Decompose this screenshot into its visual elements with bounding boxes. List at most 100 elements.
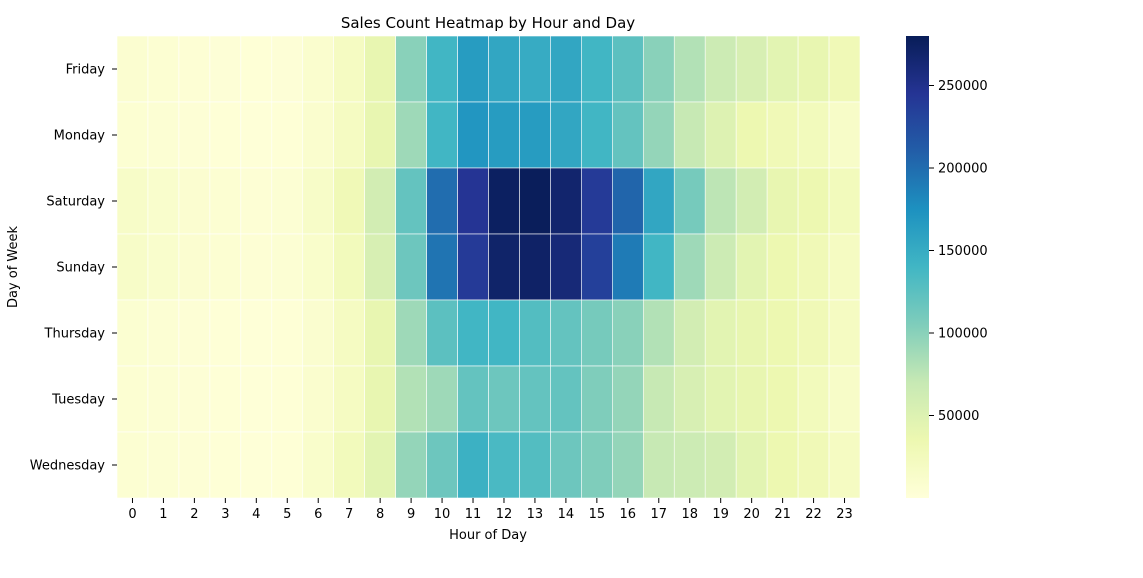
heatmap-cell bbox=[797, 299, 830, 367]
heatmap-cell bbox=[519, 35, 551, 103]
heatmap-cell bbox=[673, 167, 706, 235]
heatmap-cell bbox=[364, 299, 396, 367]
heatmap-cell bbox=[209, 365, 242, 433]
heatmap-cell bbox=[488, 233, 520, 301]
heatmap-cell bbox=[209, 299, 242, 367]
heatmap-cell bbox=[426, 431, 458, 499]
heatmap-cell bbox=[581, 233, 613, 301]
heatmap-cell bbox=[333, 101, 365, 169]
heatmap-cell bbox=[147, 299, 180, 367]
heatmap-cell bbox=[488, 167, 520, 235]
heatmap-cell bbox=[364, 233, 396, 301]
y-axis-label: Day of Week bbox=[6, 225, 21, 308]
heatmap-cell bbox=[488, 365, 520, 433]
heatmap-cell bbox=[395, 101, 427, 169]
colorbar-tick-label: 100000 bbox=[938, 327, 988, 342]
heatmap-cell bbox=[457, 101, 489, 169]
heatmap-cell bbox=[704, 365, 737, 433]
heatmap-cell bbox=[797, 233, 830, 301]
heatmap-cell bbox=[612, 167, 644, 235]
heatmap-cell bbox=[797, 35, 830, 103]
heatmap-cell bbox=[766, 431, 799, 499]
heatmap-cell bbox=[828, 299, 861, 367]
heatmap-cell bbox=[364, 365, 396, 433]
heatmap-cell bbox=[519, 233, 551, 301]
heatmap-cell bbox=[302, 233, 335, 301]
heatmap-cell bbox=[271, 431, 304, 499]
heatmap-cell bbox=[333, 233, 365, 301]
heatmap-cell bbox=[209, 35, 242, 103]
heatmap-cell bbox=[209, 233, 242, 301]
heatmap-cell bbox=[426, 101, 458, 169]
heatmap-cell bbox=[766, 167, 799, 235]
x-tick-label: 11 bbox=[465, 507, 482, 522]
x-tick-label: 15 bbox=[589, 507, 606, 522]
heatmap-cell bbox=[766, 101, 799, 169]
heatmap-cell bbox=[147, 365, 180, 433]
x-tick-label: 6 bbox=[314, 507, 322, 522]
heatmap-cell bbox=[457, 299, 489, 367]
heatmap-cell bbox=[704, 431, 737, 499]
heatmap-cell bbox=[302, 101, 335, 169]
heatmap-cell bbox=[642, 167, 675, 235]
heatmap-cell bbox=[735, 299, 768, 367]
heatmap-cell bbox=[581, 101, 613, 169]
heatmap-cell bbox=[271, 233, 304, 301]
heatmap-cell bbox=[364, 35, 396, 103]
heatmap-cell bbox=[519, 299, 551, 367]
heatmap-cell bbox=[704, 167, 737, 235]
heatmap-cell bbox=[642, 233, 675, 301]
x-tick-label: 13 bbox=[527, 507, 544, 522]
x-tick-label: 12 bbox=[496, 507, 513, 522]
y-tick-label: Tuesday bbox=[51, 393, 105, 408]
heatmap-cell bbox=[828, 35, 861, 103]
heatmap-cell bbox=[302, 299, 335, 367]
x-tick-label: 21 bbox=[774, 507, 791, 522]
heatmap-cell bbox=[457, 35, 489, 103]
x-axis-label: Hour of Day bbox=[449, 528, 527, 543]
x-tick-label: 17 bbox=[650, 507, 667, 522]
heatmap-cell bbox=[178, 365, 211, 433]
heatmap-cell bbox=[426, 299, 458, 367]
heatmap-cell bbox=[457, 167, 489, 235]
heatmap-cell bbox=[488, 431, 520, 499]
heatmap-cell bbox=[488, 299, 520, 367]
heatmap-cell bbox=[426, 365, 458, 433]
heatmap-cell bbox=[550, 365, 582, 433]
x-tick-label: 3 bbox=[221, 507, 229, 522]
heatmap-cell bbox=[704, 233, 737, 301]
y-tick-label: Saturday bbox=[46, 195, 105, 210]
heatmap-cell bbox=[550, 233, 582, 301]
heatmap-cell bbox=[333, 365, 365, 433]
heatmap-cell bbox=[240, 365, 273, 433]
x-tick-label: 9 bbox=[407, 507, 415, 522]
heatmap-cell bbox=[673, 101, 706, 169]
heatmap-cell bbox=[673, 35, 706, 103]
colorbar: 50000 100000 150000 200000 250000 bbox=[906, 36, 988, 498]
heatmap-cell bbox=[797, 101, 830, 169]
heatmap-cell bbox=[333, 299, 365, 367]
heatmap-cell bbox=[797, 431, 830, 499]
heatmap-cell bbox=[426, 233, 458, 301]
heatmap-cell bbox=[147, 431, 180, 499]
x-tick-label: 23 bbox=[836, 507, 853, 522]
heatmap-cell bbox=[550, 35, 582, 103]
y-tick-label: Friday bbox=[66, 63, 106, 78]
heatmap-cell bbox=[766, 299, 799, 367]
heatmap-cell bbox=[116, 101, 149, 169]
heatmap-cell bbox=[271, 365, 304, 433]
x-tick-label: 18 bbox=[681, 507, 698, 522]
heatmap-cell bbox=[735, 167, 768, 235]
heatmap-cell bbox=[519, 431, 551, 499]
heatmap-cell bbox=[395, 299, 427, 367]
heatmap-cell bbox=[704, 101, 737, 169]
heatmap-cell bbox=[333, 35, 365, 103]
heatmap-cell bbox=[581, 35, 613, 103]
heatmap-cell bbox=[457, 233, 489, 301]
x-tick-label: 20 bbox=[743, 507, 760, 522]
heatmap-cell bbox=[704, 299, 737, 367]
heatmap-cell bbox=[364, 167, 396, 235]
heatmap-cell bbox=[581, 365, 613, 433]
heatmap-cell bbox=[209, 431, 242, 499]
